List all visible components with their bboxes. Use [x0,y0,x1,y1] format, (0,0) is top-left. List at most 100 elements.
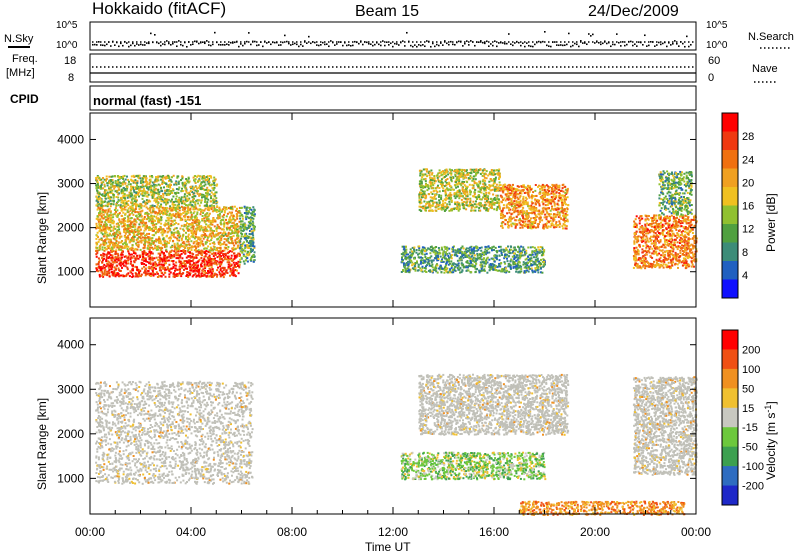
power-echo-cell [203,270,206,273]
nsky-sample [430,45,432,48]
power-echo-cell [430,183,433,186]
power-echo-cell [149,175,151,178]
power-echo-cell [154,179,157,182]
power-echo-cell [108,256,111,258]
power-echo-cell [199,252,202,255]
power-echo-cell [220,243,223,246]
power-echo-cell [207,245,210,248]
power-echo-cell [431,204,434,207]
power-echo-cell [115,214,118,217]
power-echo-cell [115,237,118,240]
power-echo-cell [424,205,427,208]
power-echo-cell [234,228,237,231]
power-echo-cell [149,262,152,265]
nsky-sample [468,44,470,46]
power-echo-cell [175,207,178,210]
power-echo-cell [151,240,154,242]
power-echo-cell [97,202,100,205]
power-echo-cell [463,204,466,206]
nsky-sample [542,40,544,43]
power-echo-cell [134,231,137,233]
nsky-sample [416,45,418,48]
power-echo-cell [154,226,157,229]
power-echo-cell [207,182,210,185]
power-echo-cell [197,186,200,189]
power-echo-cell [203,221,206,224]
power-echo-cell [212,232,215,235]
power-echo-cell [124,208,127,211]
power-echo-cell [195,216,198,219]
nsky-sample [92,43,94,46]
power-echo-cell [223,258,226,261]
power-echo-cell [179,227,182,230]
power-echo-cell [148,243,151,246]
power-echo-cell [148,258,151,261]
power-echo-cell [450,172,453,175]
power-echo-cell [127,245,130,248]
power-echo-cell [429,206,432,209]
power-echo-cell [493,188,496,191]
power-echo-cell [101,254,104,257]
power-echo-cell [440,198,443,201]
power-echo-cell [198,179,201,182]
power-echo-cell [446,178,449,180]
power-echo-cell [440,174,443,177]
power-echo-cell [114,180,117,183]
power-echo-cell [491,173,494,176]
power-echo-cell [203,265,206,268]
power-echo-cell [493,208,496,211]
power-echo-cell [247,210,250,213]
power-echo-cell [122,219,125,222]
power-echo-cell [485,208,488,211]
power-echo-cell [227,257,230,260]
power-echo-cell [226,228,229,231]
power-echo-cell [472,187,475,190]
power-echo-cell [205,195,208,198]
power-echo-cell [118,262,121,265]
power-echo-cell [154,261,157,264]
power-echo-cell [192,258,195,261]
power-echo-cell [147,187,150,190]
power-echo-cell [215,210,218,213]
power-echo-cell [115,264,118,267]
power-echo-cell [448,197,451,199]
power-echo-cell [247,211,250,214]
power-echo-cell [181,202,183,205]
power-echo-cell [231,272,234,275]
power-echo-cell [210,191,213,194]
nsky-sample [298,45,300,48]
power-echo-cell [132,180,135,183]
power-echo-cell [440,206,443,209]
power-echo-cell [489,185,492,188]
power-echo-cell [117,225,120,228]
power-echo-cell [102,255,105,258]
power-echo-cell [131,247,134,250]
power-echo-cell [444,169,447,172]
power-echo-cell [496,194,499,197]
power-echo-cell [190,240,193,243]
nsky-sample [438,44,440,47]
power-echo-cell [158,263,161,266]
nsky-sample [398,44,400,46]
power-echo-cell [424,184,427,187]
power-echo-cell [449,185,452,188]
power-echo-cell [122,275,125,278]
power-echo-cell [188,272,191,275]
power-echo-cell [155,180,158,183]
power-echo-cell [173,219,176,222]
power-echo-cell [557,213,560,216]
power-echo-cell [101,275,104,277]
nsky-sample [590,35,592,37]
power-echo-cell [106,227,109,230]
nsky-sample [194,40,196,43]
power-echo-cell [177,175,180,178]
power-echo-cell [443,171,446,174]
power-echo-cell [428,200,431,203]
power-echo-cell [491,207,493,210]
power-echo-cell [166,202,169,205]
power-echo-cell [242,225,245,228]
power-echo-cell [172,174,175,177]
power-echo-cell [152,273,155,276]
power-echo-cell [120,274,122,277]
power-echo-cell [452,188,455,191]
